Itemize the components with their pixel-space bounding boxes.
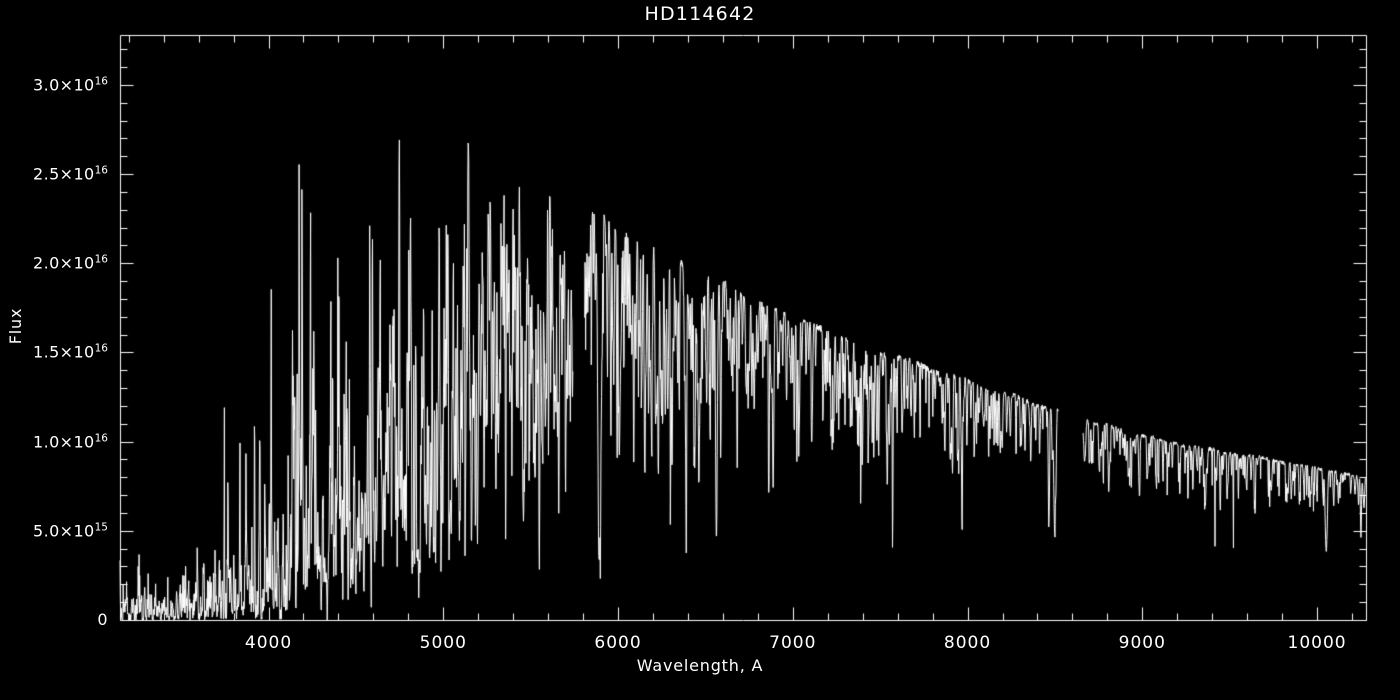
y-tick-label: 1.0×1016 <box>33 431 108 452</box>
page-title: HD114642 <box>644 3 756 25</box>
y-tick-label: 3.0×1016 <box>33 75 108 95</box>
x-tick-label: 9000 <box>1118 633 1166 653</box>
y-tick-label: 5.0×1015 <box>33 521 108 541</box>
x-tick-label: 8000 <box>943 633 992 653</box>
x-tick-label: 7000 <box>769 633 817 653</box>
y-tick-label: 1.5×1016 <box>33 342 108 363</box>
y-tick-label: 2.5×1016 <box>33 164 108 184</box>
x-tick-label: 4000 <box>244 633 293 653</box>
y-tick-label: 0 <box>97 610 108 629</box>
x-axis-title: Wavelength, A <box>636 656 764 675</box>
x-tick-label: 5000 <box>419 633 467 653</box>
x-tick-label: 6000 <box>594 633 642 653</box>
x-tick-label: 10000 <box>1287 633 1347 653</box>
y-tick-label: 2.0×1016 <box>33 253 108 273</box>
